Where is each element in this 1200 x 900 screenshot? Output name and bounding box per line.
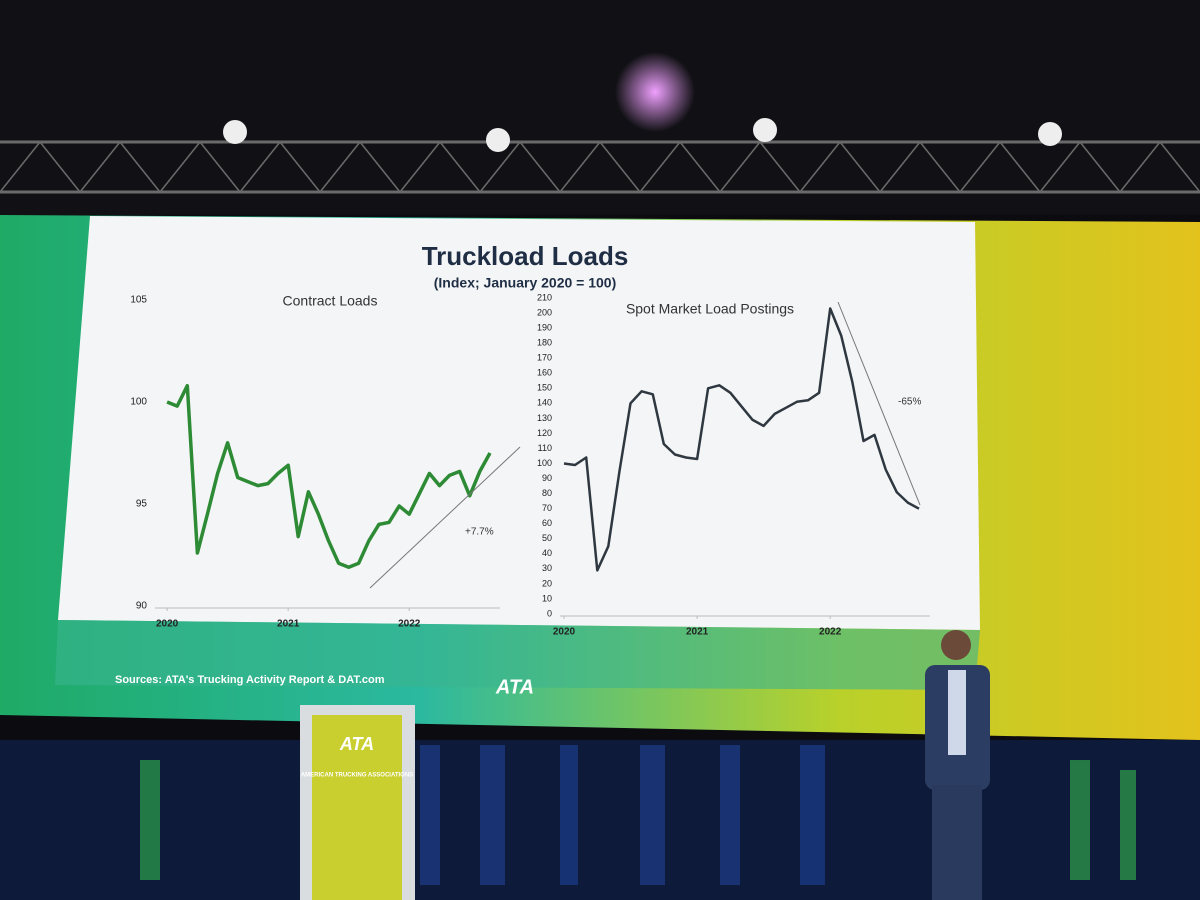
x-tick-label: 2022 [398,619,421,630]
y-tick-label: 190 [537,322,552,332]
podium: ATA AMERICAN TRUCKING ASSOCIATIONS [300,705,415,900]
y-tick-label: 30 [542,563,552,573]
y-tick-label: 100 [130,397,147,408]
slide-title: Truckload Loads [422,241,629,271]
podium-logo: ATA [339,734,374,754]
y-tick-label: 70 [542,503,552,513]
data-line [166,383,492,569]
y-tick-label: 80 [542,488,552,498]
annotation-line [369,446,521,589]
y-tick-label: 130 [537,413,552,423]
y-tick-label: 150 [537,383,552,393]
stage-light [615,52,695,132]
curtain-folds [420,745,825,885]
truss [0,140,1200,194]
slide-band [55,620,980,690]
x-tick-label: 2022 [819,627,842,638]
x-tick-label: 2020 [553,627,576,638]
chart-title: Spot Market Load Postings [626,301,794,317]
x-tick-label: 2020 [156,619,179,630]
y-tick-label: 20 [542,578,552,588]
y-tick-label: 200 [537,307,552,317]
y-tick-label: 10 [542,593,552,603]
slide-panel [58,216,980,630]
y-tick-label: 140 [537,398,552,408]
green-lights [140,760,1136,880]
ceiling [0,0,1200,215]
y-tick-label: 160 [537,368,552,378]
x-tick-label: 2021 [686,627,709,638]
slide-logo: ATA [495,676,534,698]
y-tick-label: 105 [130,295,147,306]
y-tick-label: 110 [538,443,552,453]
y-tick-label: 210 [537,292,552,302]
y-tick-label: 180 [537,338,552,348]
y-tick-label: 60 [542,518,552,528]
y-tick-label: 0 [547,608,552,618]
y-tick-label: 50 [542,533,552,543]
speaker [925,630,990,900]
source: Sources: ATA's Trucking Activity Report … [115,674,385,686]
annotation: +7.7% [465,527,494,538]
y-tick-label: 120 [537,428,552,438]
y-tick-label: 40 [542,548,552,558]
podium-text: AMERICAN TRUCKING ASSOCIATIONS [301,773,413,779]
chart-title: Contract Loads [283,293,378,309]
x-tick-label: 2021 [277,619,300,630]
annotation-line [837,301,921,506]
slide-subtitle: (Index; January 2020 = 100) [434,275,617,291]
y-tick-label: 95 [136,499,148,510]
y-tick-label: 90 [542,473,552,483]
annotation: -65% [898,397,921,408]
data-line [563,307,920,572]
y-tick-label: 90 [136,601,148,612]
curtain [0,740,1200,900]
y-tick-label: 170 [537,353,552,363]
y-tick-label: 100 [537,458,552,468]
spotlights [223,118,1062,152]
